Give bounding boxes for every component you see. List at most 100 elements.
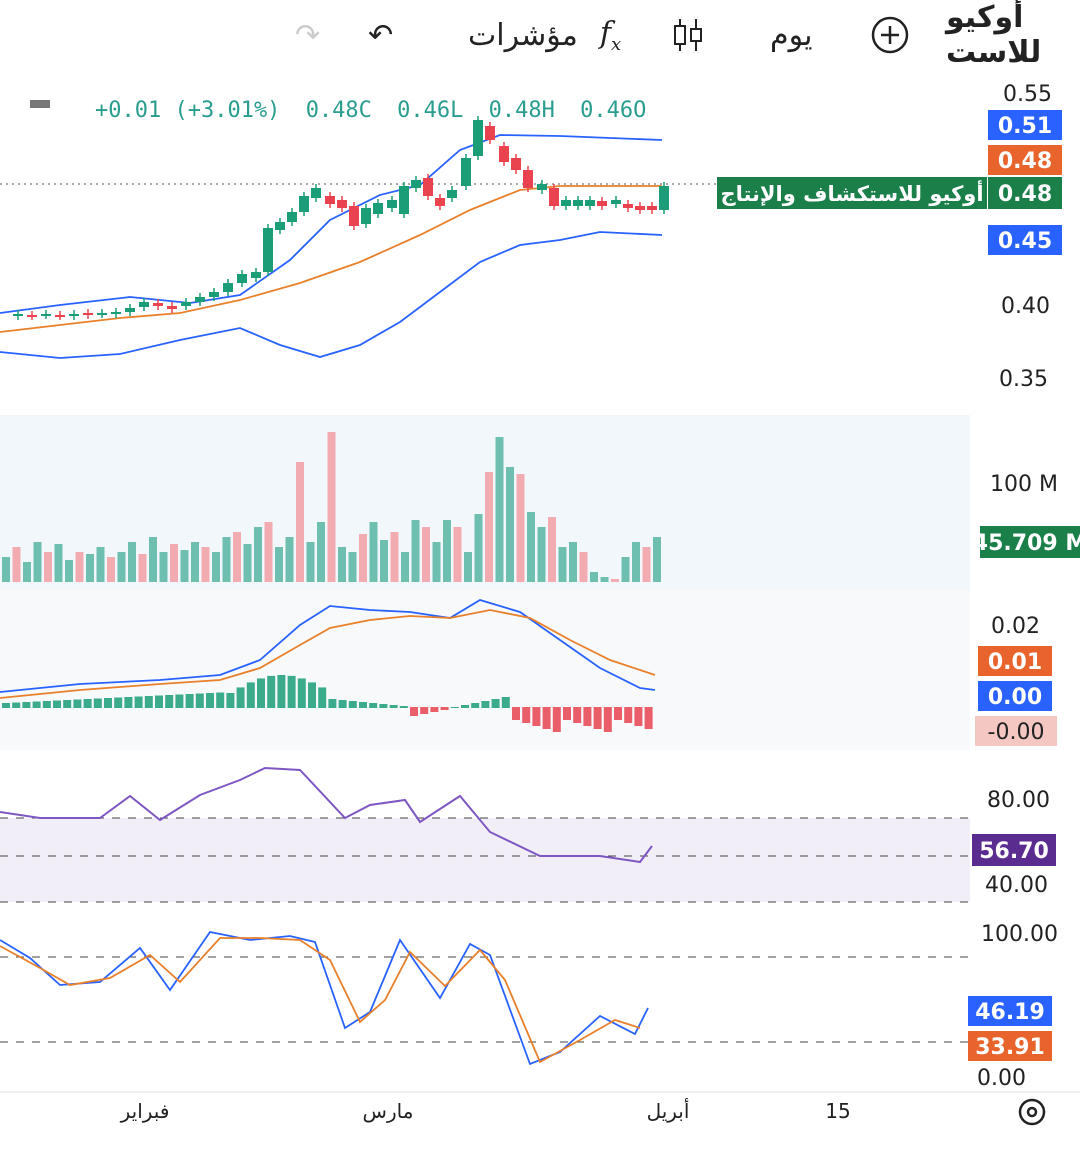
volume-bar [306, 542, 315, 582]
svg-text:0.48: 0.48 [998, 149, 1052, 174]
volume-bar [443, 520, 451, 582]
macd-histogram-bar [267, 675, 276, 708]
fx-icon: fx [599, 15, 622, 55]
volume-bar [254, 527, 262, 582]
redo-button[interactable]: ↷ [295, 10, 335, 60]
volume-bar [86, 554, 94, 582]
collapse-icon[interactable] [30, 100, 50, 108]
volume-bar [579, 552, 588, 582]
candle-body [499, 146, 509, 162]
macd-histogram-bar [410, 707, 418, 716]
volume-bar [411, 520, 420, 582]
macd-histogram-bar [22, 702, 31, 708]
candle-body [83, 313, 93, 315]
add-symbol-button[interactable] [870, 10, 910, 60]
settings-icon[interactable] [1018, 1098, 1046, 1126]
macd-histogram-bar [185, 694, 194, 708]
volume-bar [285, 537, 294, 582]
volume-bar [537, 527, 546, 582]
macd-histogram-bar [297, 678, 306, 708]
candle-body [195, 297, 205, 302]
macd-histogram-bar [379, 704, 388, 708]
volume-bar [138, 554, 147, 582]
volume-bar [380, 540, 388, 582]
volume-bar [23, 562, 31, 582]
svg-text:-0.00: -0.00 [988, 720, 1045, 745]
volume-bar [117, 552, 126, 582]
volume-bar [222, 537, 231, 582]
volume-bar [464, 552, 472, 582]
macd-histogram-bar [563, 707, 571, 720]
rsi-badge: 56.70 [972, 834, 1056, 866]
volume-bar [432, 542, 441, 582]
candle-body [275, 222, 285, 230]
macd-histogram-bar [614, 707, 622, 720]
ohlc-close: 0.48C [306, 98, 372, 123]
candle-body [27, 315, 37, 317]
ohlc-legend: +0.01 (+3.01%) 0.48C 0.46L 0.48H 0.46O [95, 98, 646, 123]
macd-histogram-bar [277, 675, 286, 708]
volume-bar [180, 550, 189, 582]
stochastic-pane [0, 920, 970, 1090]
macd-histogram-bar [461, 705, 469, 708]
macd-histogram-bar [328, 699, 337, 708]
candle-body [523, 170, 533, 188]
volume-bar [96, 547, 105, 582]
volume-bar [642, 547, 651, 582]
symbol-search[interactable]: أوكيو للاست [946, 0, 1080, 70]
macd-histogram-bar [124, 697, 133, 708]
macd-histogram-bar [73, 699, 82, 708]
volume-bar [44, 552, 52, 582]
candle-body [223, 283, 233, 292]
candle-body [573, 200, 583, 206]
chart-area[interactable]: +0.01 (+3.01%) 0.48C 0.46L 0.48H 0.46O 0… [0, 70, 1080, 1152]
ohlc-change: +0.01 (+3.01%) [95, 98, 280, 123]
time-axis-label: أبريل [647, 1098, 690, 1123]
undo-button[interactable]: ↶ [368, 10, 408, 60]
volume-bar [338, 547, 346, 582]
volume-bar [506, 467, 514, 582]
macd-histogram-bar [624, 707, 633, 723]
candle-body [13, 314, 23, 316]
macd-line-badge: 0.00 [978, 681, 1052, 711]
volume-bar [159, 552, 168, 582]
candle-body [287, 212, 297, 222]
redo-icon: ↷ [295, 17, 321, 53]
top-toolbar: ↷ ↶ مؤشرات fx يوم أوكيو للاست [0, 0, 1080, 71]
macd-histogram-bar [155, 695, 163, 708]
candle-body [447, 190, 457, 198]
macd-histogram-bar [83, 699, 92, 708]
chart-type-button[interactable] [670, 10, 714, 60]
macd-histogram-bar [236, 687, 245, 708]
macd-histogram-bar [532, 707, 541, 726]
ohlc-open: 0.46O [580, 98, 646, 123]
macd-histogram-bar [522, 707, 531, 723]
candle-body [659, 186, 669, 210]
macd-axis-label: 0.02 [991, 614, 1040, 639]
indicators-button[interactable]: مؤشرات fx [468, 10, 621, 60]
price-axis-label: 0.40 [1001, 294, 1050, 319]
macd-histogram-bar [338, 700, 347, 708]
macd-histogram-bar [389, 705, 398, 708]
volume-bar [516, 474, 525, 582]
volume-bar [569, 542, 577, 582]
candle-body [69, 314, 79, 316]
volume-bar [359, 534, 367, 582]
candle-body [387, 200, 397, 208]
price-badge-lower: 0.45 [988, 225, 1062, 255]
volume-bar [201, 547, 210, 582]
candle-body [511, 158, 521, 170]
volume-bar [621, 557, 630, 582]
volume-bar [275, 547, 283, 582]
price-axis-label: 0.55 [1003, 82, 1052, 107]
rsi-indicator [0, 766, 970, 903]
ohlc-high: 0.48H [489, 98, 555, 123]
candle-body [55, 315, 65, 317]
candle-body [537, 184, 547, 190]
candle-body [597, 201, 607, 206]
interval-button[interactable]: يوم [770, 10, 812, 60]
price-badge-upper: 0.51 [988, 110, 1062, 140]
macd-histogram-bar [359, 702, 367, 708]
volume-bar [243, 544, 252, 582]
candle-body [435, 198, 445, 206]
